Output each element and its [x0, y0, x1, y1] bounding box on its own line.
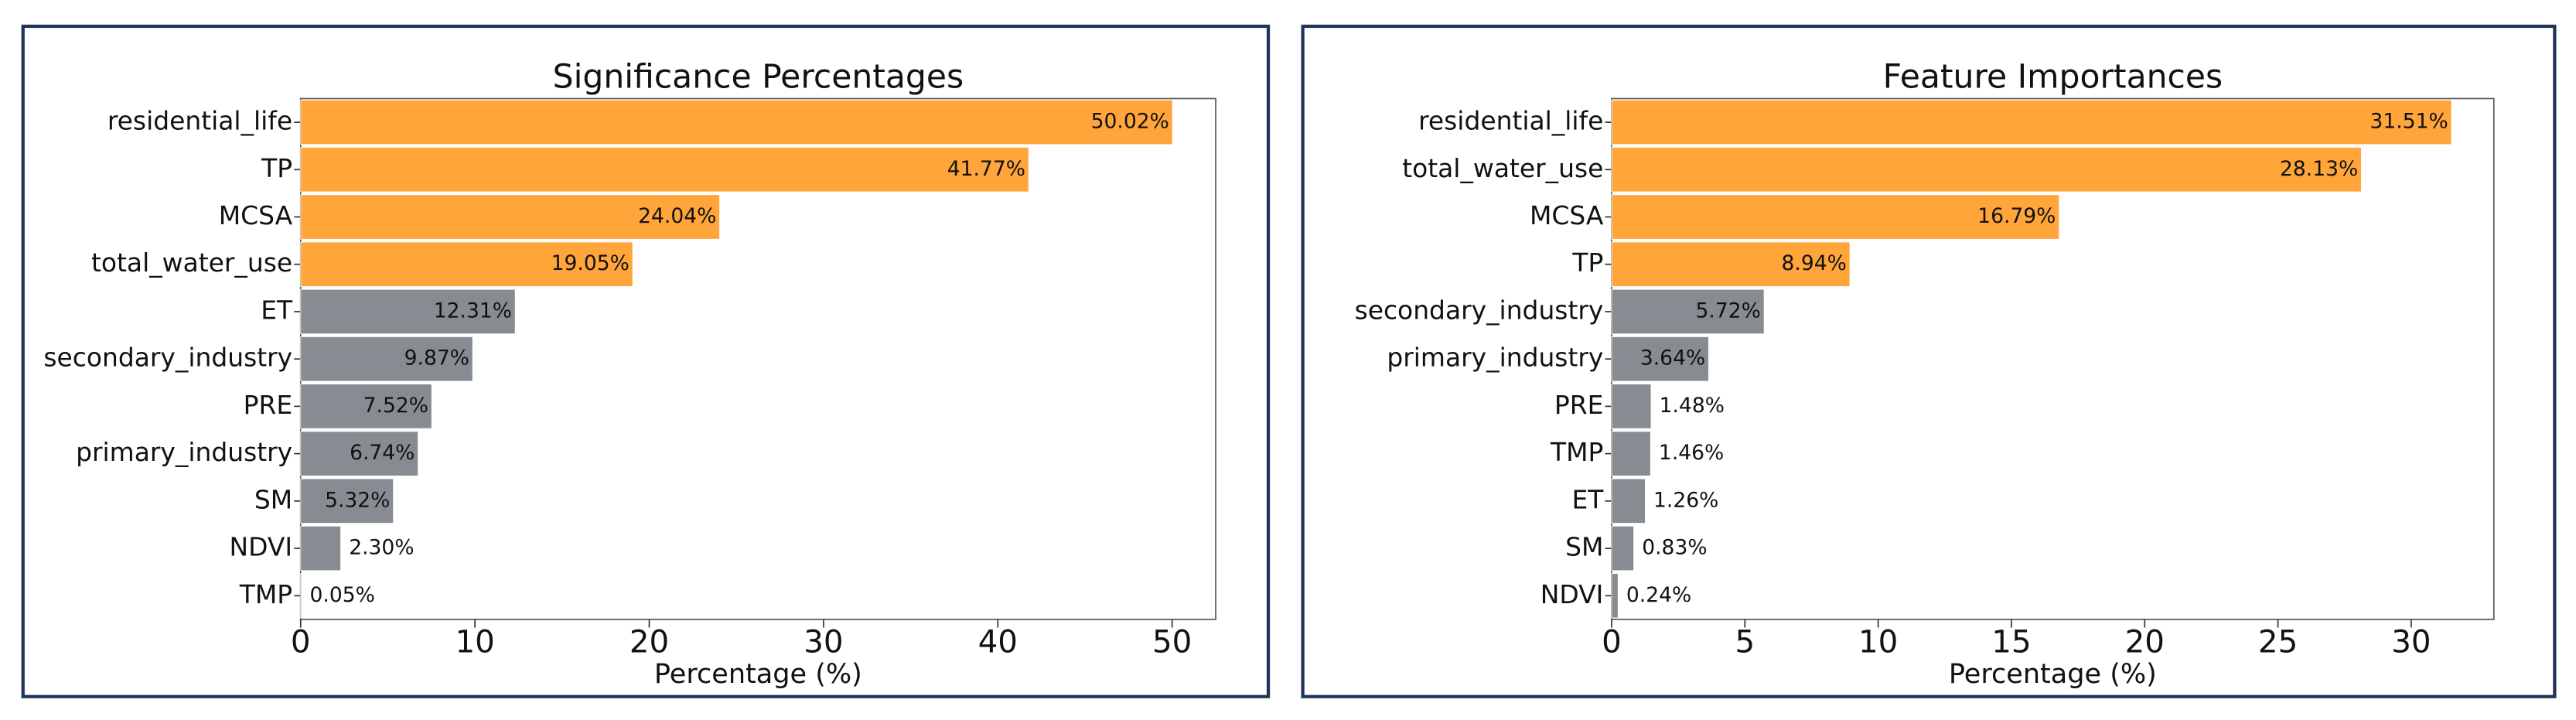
- y-tick-label: total_water_use: [1402, 153, 1603, 183]
- value-label: 8.94%: [1782, 251, 1847, 275]
- y-tick-label: PRE: [1554, 390, 1603, 420]
- x-tick-label: 20: [629, 624, 669, 660]
- value-label: 24.04%: [638, 204, 716, 228]
- y-tick-label: NDVI: [230, 532, 293, 562]
- x-tick-label: 15: [1991, 624, 2031, 660]
- value-label: 12.31%: [434, 299, 512, 322]
- y-tick-label: ET: [1571, 484, 1604, 514]
- y-tick-label: primary_industry: [1387, 343, 1603, 373]
- y-tick-label: total_water_use: [91, 247, 292, 278]
- y-tick-label: secondary_industry: [1355, 295, 1604, 325]
- value-label: 1.26%: [1653, 488, 1718, 512]
- bar: [300, 99, 1173, 145]
- y-tick-label: TMP: [239, 579, 292, 609]
- bar: [300, 478, 394, 524]
- bar: [1611, 478, 1646, 524]
- value-label: 5.32%: [325, 488, 390, 512]
- y-tick-label: SM: [1565, 532, 1603, 562]
- value-label: 41.77%: [947, 157, 1025, 181]
- value-label: 1.48%: [1660, 394, 1725, 418]
- x-tick-label: 30: [2391, 624, 2431, 660]
- chart-panel: Significance Percentages 0 10 20 30 40 50 Perce…: [21, 24, 1271, 698]
- bar: [1611, 573, 1619, 619]
- x-tick-label: 40: [978, 624, 1018, 660]
- bar: [300, 336, 473, 382]
- y-tick-label: residential_life: [1418, 106, 1603, 136]
- bar: [1611, 288, 1765, 335]
- bar: [300, 288, 516, 335]
- value-label: 3.64%: [1640, 346, 1705, 370]
- y-tick-label: ET: [261, 295, 293, 325]
- y-tick-label: SM: [254, 484, 292, 514]
- x-tick-label: 10: [455, 624, 494, 660]
- bar: [1611, 147, 2362, 193]
- value-label: 31.51%: [2370, 110, 2448, 134]
- bar: [300, 384, 432, 429]
- chart-title: Feature Importances: [1883, 58, 2223, 96]
- value-label: 50.02%: [1091, 110, 1169, 134]
- value-label: 0.83%: [1642, 536, 1707, 560]
- y-tick-label: TP: [261, 153, 292, 183]
- x-axis-label: Percentage (%): [1949, 658, 2157, 690]
- value-label: 0.05%: [310, 583, 375, 607]
- bar: [300, 573, 302, 619]
- value-label: 7.52%: [363, 394, 428, 418]
- chart-title: Significance Percentages: [553, 58, 964, 96]
- x-tick-label: 0: [1602, 624, 1622, 660]
- bar: [1611, 194, 2060, 240]
- bar: [300, 194, 721, 240]
- value-label: 2.30%: [349, 536, 414, 560]
- x-axis-label: Percentage (%): [654, 658, 862, 690]
- y-tick-label: TMP: [1550, 437, 1603, 467]
- x-tick-label: 0: [291, 624, 311, 660]
- bar: [1611, 525, 1635, 572]
- bar: [300, 431, 419, 476]
- bar: [300, 241, 633, 287]
- y-tick-label: secondary_industry: [43, 343, 292, 373]
- value-label: 1.46%: [1659, 441, 1724, 465]
- bar: [300, 525, 342, 572]
- value-label: 9.87%: [404, 346, 469, 370]
- y-tick-label: PRE: [244, 390, 293, 420]
- bar: [1611, 241, 1851, 287]
- bar: [1611, 99, 2452, 145]
- y-tick-label: TP: [1571, 247, 1603, 278]
- y-tick-label: residential_life: [107, 106, 292, 136]
- value-label: 28.13%: [2280, 157, 2358, 181]
- x-tick-label: 30: [804, 624, 843, 660]
- chart-panel: Feature Importances 0 5 10 15 20 25 30 Percentag…: [1301, 24, 2557, 698]
- bar: [1611, 384, 1652, 429]
- value-label: 16.79%: [1977, 204, 2056, 228]
- y-tick-label: MCSA: [1530, 200, 1604, 230]
- x-tick-label: 25: [2258, 624, 2298, 660]
- y-tick-label: NDVI: [1540, 579, 1604, 609]
- value-label: 6.74%: [350, 441, 415, 465]
- value-label: 0.24%: [1626, 583, 1691, 607]
- bar: [1611, 431, 1651, 476]
- x-tick-label: 10: [1858, 624, 1898, 660]
- bar: [1611, 336, 1709, 382]
- y-tick-label: MCSA: [219, 200, 293, 230]
- value-label: 19.05%: [551, 251, 629, 275]
- y-tick-label: primary_industry: [76, 437, 292, 467]
- value-label: 5.72%: [1696, 299, 1761, 322]
- x-tick-label: 5: [1735, 624, 1755, 660]
- x-tick-label: 50: [1152, 624, 1192, 660]
- x-tick-label: 20: [2125, 624, 2165, 660]
- bar: [300, 147, 1029, 193]
